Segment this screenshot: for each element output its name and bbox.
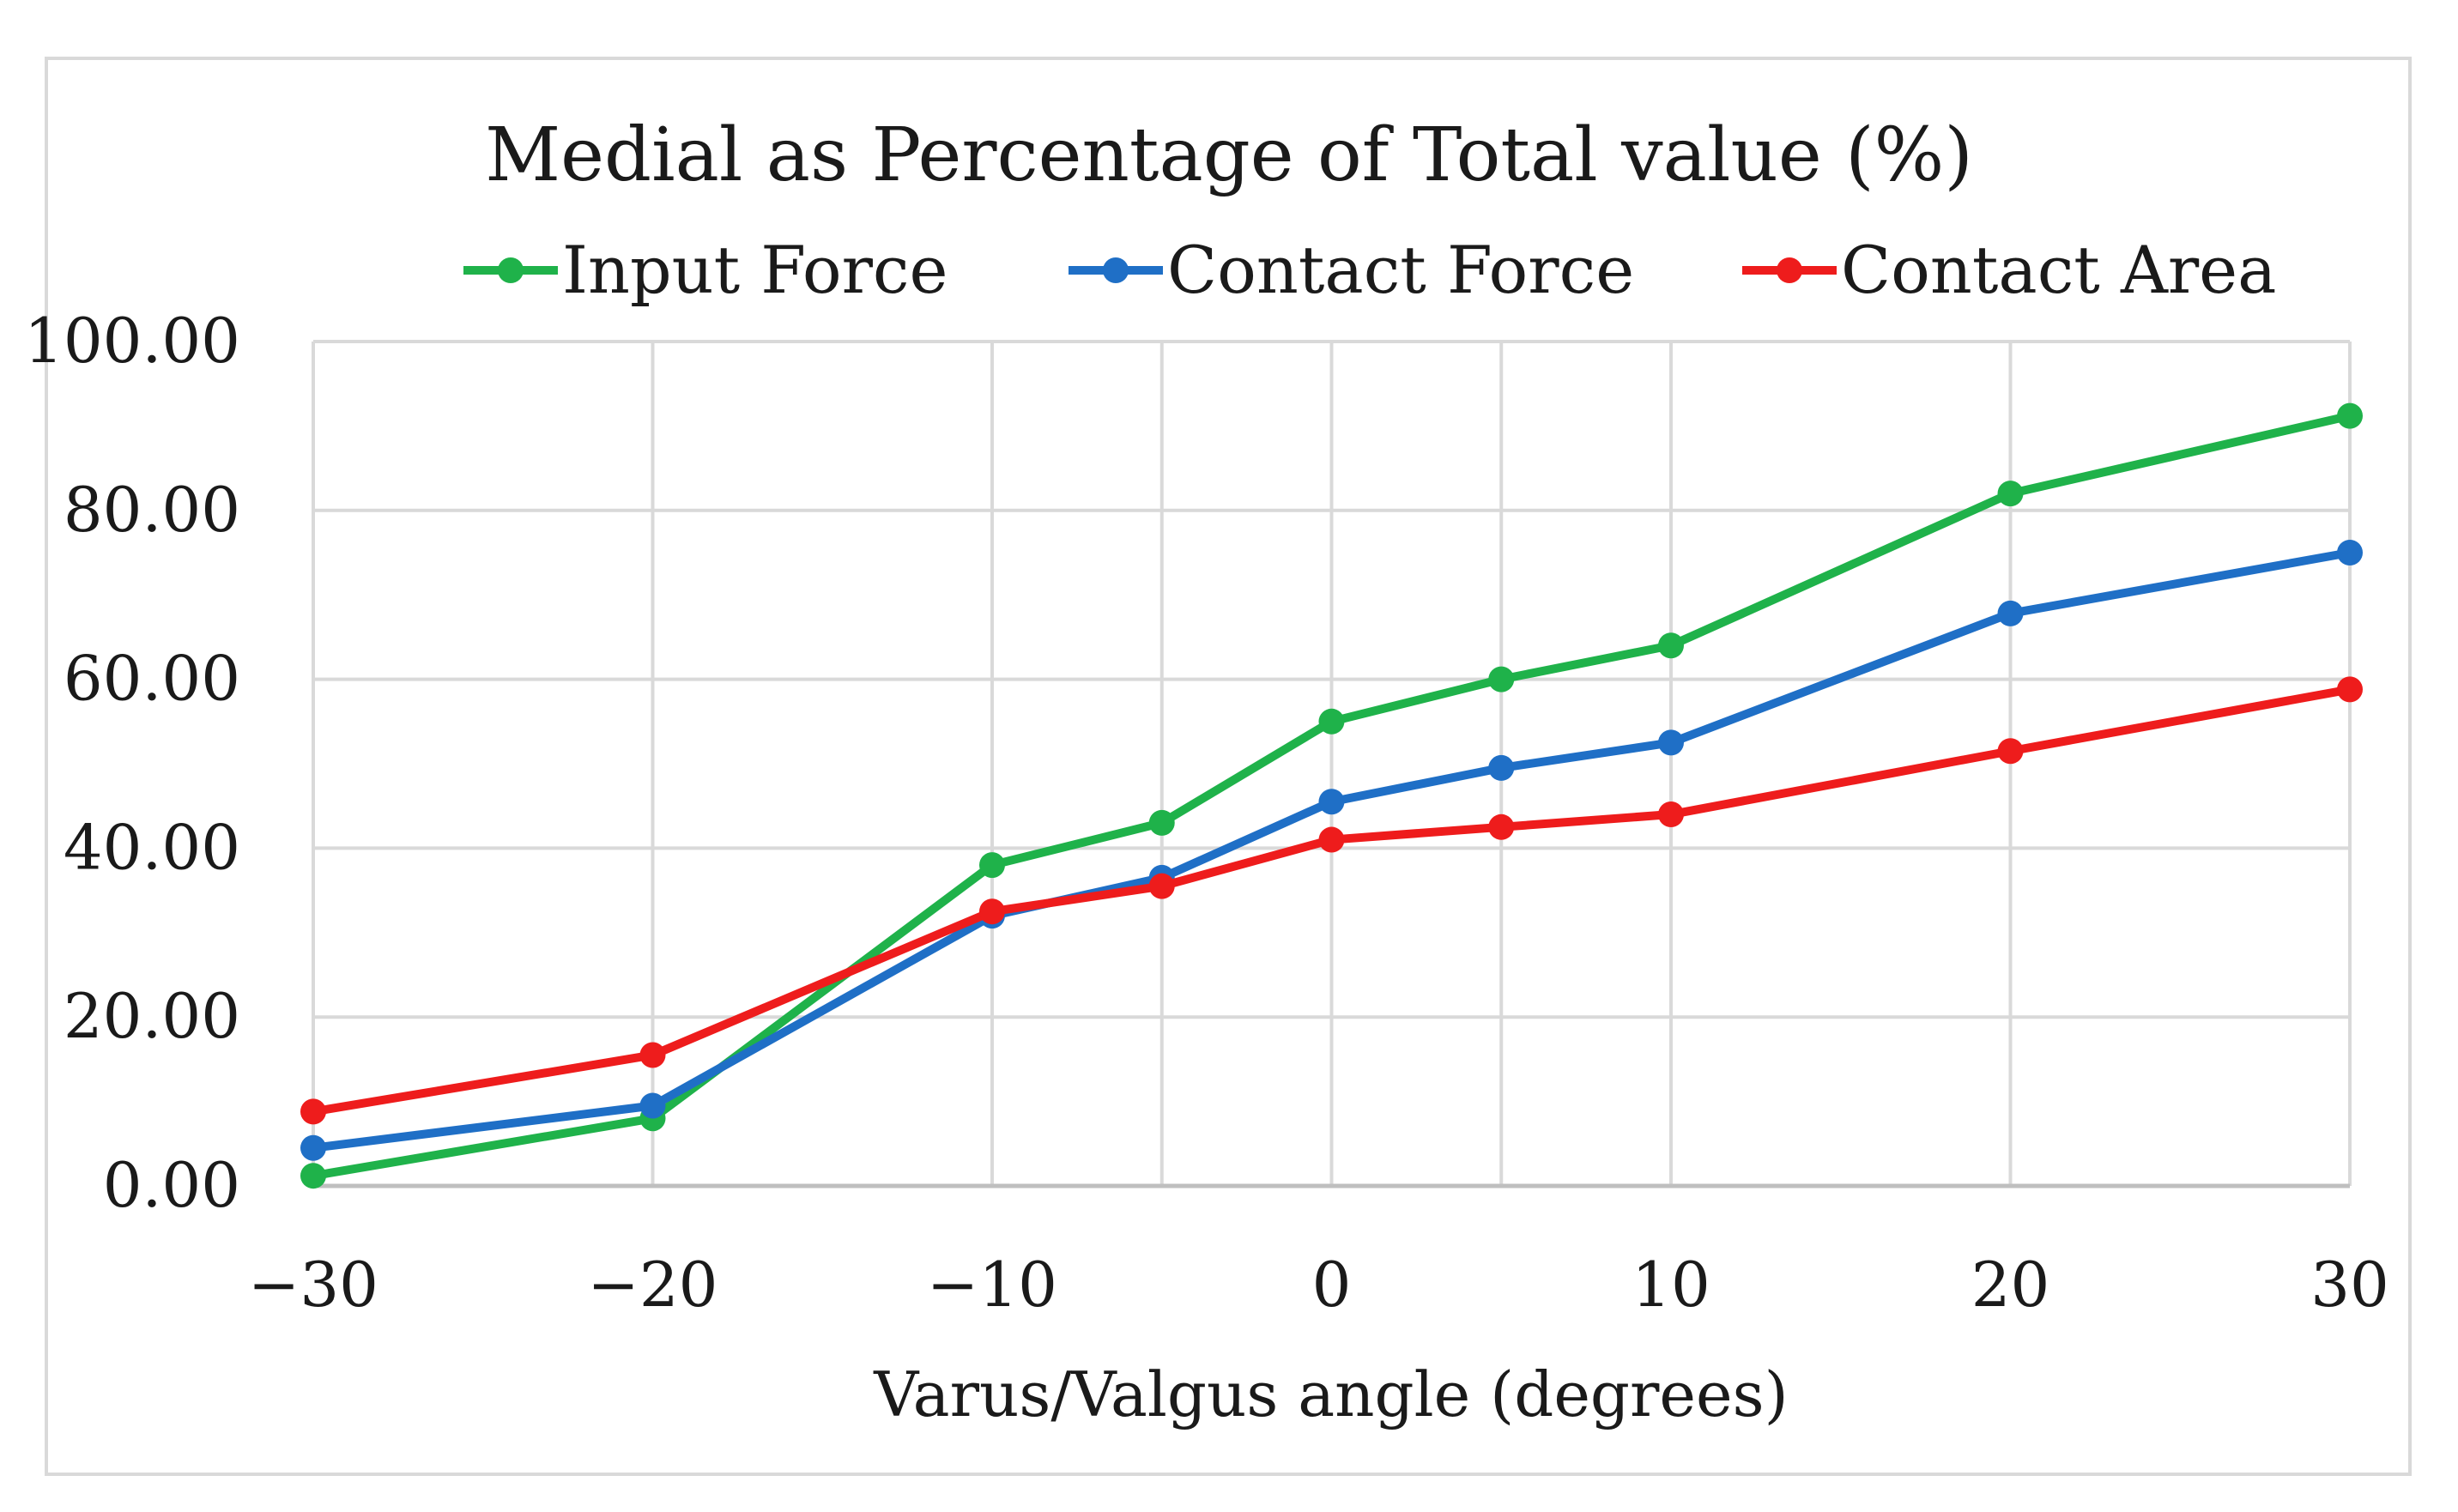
data-point	[1318, 826, 1345, 853]
data-point	[1997, 600, 2024, 626]
legend-label: Contact Area	[1841, 232, 2276, 308]
data-point	[1148, 809, 1175, 836]
series-input-force	[300, 402, 2363, 1189]
data-point	[979, 898, 1005, 925]
legend-item: Contact Area	[1742, 232, 2276, 308]
y-tick-label: 100.00	[24, 305, 240, 377]
series-contact-area	[300, 676, 2363, 1125]
data-point	[1658, 632, 1684, 659]
data-point	[1318, 708, 1345, 735]
legend-label: Input Force	[562, 232, 947, 308]
data-point	[300, 1098, 326, 1125]
data-point	[1658, 729, 1684, 756]
y-tick-labels: 0.00 20.00 40.00 60.00 80.00 100.00	[24, 305, 240, 1221]
x-tick-label: 0	[1312, 1249, 1352, 1321]
legend-item: Contact Force	[1069, 232, 1634, 308]
data-point	[2337, 402, 2363, 429]
x-tick-label: −30	[248, 1249, 378, 1321]
data-point	[2337, 540, 2363, 565]
x-tick-label: 30	[2310, 1249, 2389, 1321]
data-point	[300, 1163, 326, 1189]
legend-label: Contact Force	[1167, 232, 1634, 308]
x-tick-labels: −30 −20 −10 0 10 20 30	[248, 1249, 2389, 1321]
data-point	[979, 852, 1005, 879]
data-point	[1148, 873, 1175, 899]
y-tick-label: 40.00	[64, 811, 240, 883]
data-point	[1488, 754, 1515, 781]
legend-swatch-marker	[498, 257, 524, 283]
legend-item: Input Force	[463, 232, 947, 308]
data-point	[1318, 789, 1345, 815]
chart-frame	[45, 57, 2412, 1476]
data-point	[2337, 676, 2363, 703]
data-point	[639, 1042, 666, 1068]
y-tick-label: 0.00	[103, 1149, 240, 1221]
x-axis-label: Varus/Valgus angle (degrees)	[873, 1358, 1788, 1430]
data-point	[1488, 813, 1515, 840]
data-point	[1658, 801, 1684, 828]
series-layer	[300, 402, 2363, 1189]
legend-swatch-marker	[1777, 257, 1802, 283]
data-point	[1997, 481, 2024, 507]
x-tick-label: 10	[1632, 1249, 1710, 1321]
data-point	[300, 1134, 326, 1161]
legend-swatch-marker	[1103, 257, 1129, 283]
x-tick-label: −20	[588, 1249, 718, 1321]
y-tick-label: 20.00	[64, 980, 240, 1052]
x-tick-label: −10	[927, 1249, 1057, 1321]
chart-title: Medial as Percentage of Total value (%)	[485, 112, 1973, 198]
y-tick-label: 60.00	[64, 643, 240, 715]
data-point	[1997, 738, 2024, 765]
legend: Input Force Contact Force Contact Area	[463, 232, 2276, 308]
x-tick-label: 20	[1971, 1249, 2050, 1321]
data-point	[639, 1092, 666, 1119]
y-tick-label: 80.00	[64, 474, 240, 546]
data-point	[1488, 666, 1515, 692]
